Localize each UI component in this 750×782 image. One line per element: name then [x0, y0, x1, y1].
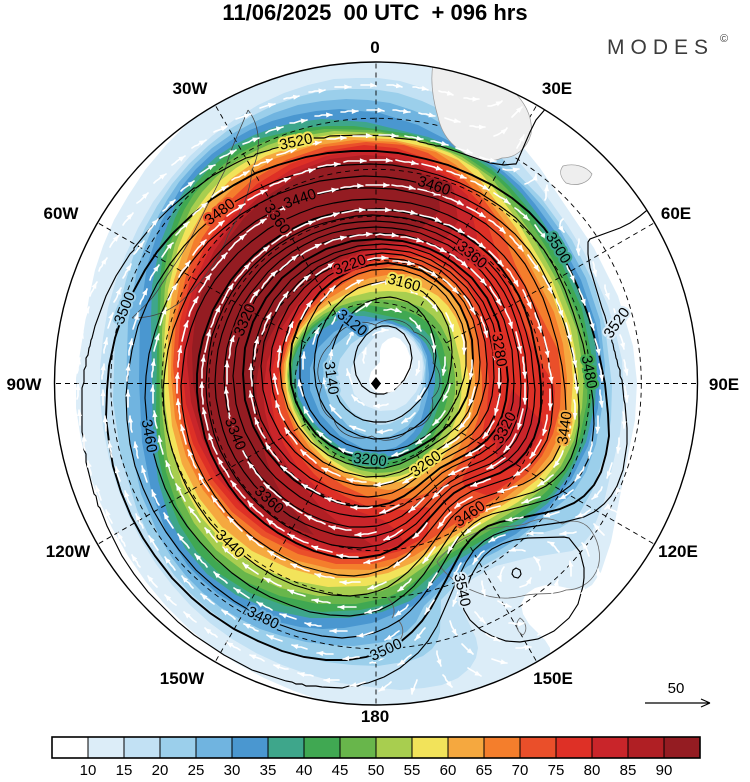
svg-text:90: 90 [656, 762, 673, 779]
svg-text:150W: 150W [160, 669, 205, 688]
svg-text:©: © [720, 33, 728, 45]
svg-text:40: 40 [296, 762, 313, 779]
svg-text:10: 10 [80, 762, 97, 779]
svg-text:50: 50 [368, 762, 385, 779]
svg-text:0: 0 [370, 38, 379, 57]
svg-text:60: 60 [440, 762, 457, 779]
svg-text:60E: 60E [661, 204, 691, 223]
svg-text:45: 45 [332, 762, 349, 779]
svg-text:120W: 120W [46, 542, 91, 561]
svg-text:15: 15 [116, 762, 133, 779]
svg-text:120E: 120E [658, 542, 698, 561]
svg-text:30E: 30E [542, 79, 572, 98]
svg-text:70: 70 [512, 762, 529, 779]
svg-text:20: 20 [152, 762, 169, 779]
svg-text:11/06/2025 00 UTC + 096 hrs: 11/06/2025 00 UTC + 096 hrs [222, 0, 527, 25]
svg-text:85: 85 [620, 762, 637, 779]
svg-text:30W: 30W [173, 79, 209, 98]
svg-text:65: 65 [476, 762, 493, 779]
svg-text:90W: 90W [7, 375, 43, 394]
svg-text:55: 55 [404, 762, 421, 779]
svg-text:25: 25 [188, 762, 205, 779]
svg-text:35: 35 [260, 762, 277, 779]
svg-text:MODES: MODES [607, 36, 714, 59]
svg-text:80: 80 [584, 762, 601, 779]
svg-text:180: 180 [361, 707, 389, 726]
svg-text:60W: 60W [44, 204, 80, 223]
svg-text:90E: 90E [709, 375, 739, 394]
svg-text:75: 75 [548, 762, 565, 779]
svg-text:3200: 3200 [353, 450, 388, 470]
svg-text:150E: 150E [533, 669, 573, 688]
svg-text:30: 30 [224, 762, 241, 779]
svg-text:50: 50 [668, 680, 685, 697]
